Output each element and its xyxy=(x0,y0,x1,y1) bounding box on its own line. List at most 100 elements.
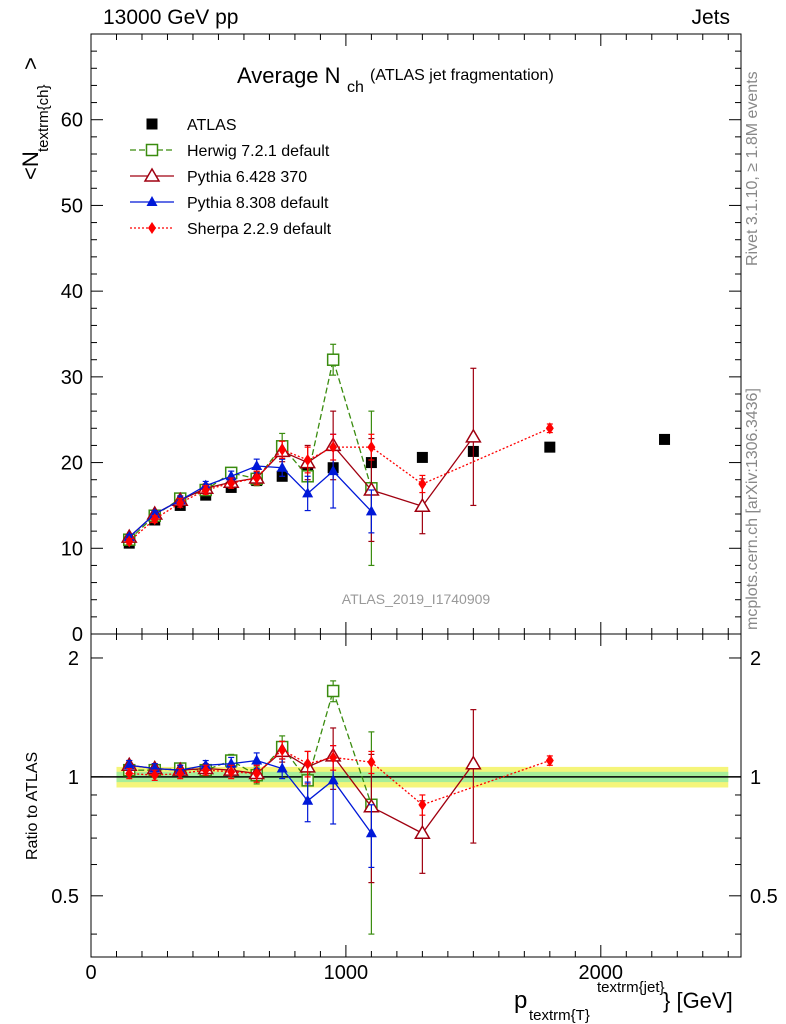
data-point xyxy=(176,496,185,509)
ratio-y-axis-label: Ratio to ATLAS xyxy=(24,752,41,860)
x-label-subscript: textrm{T} xyxy=(529,1007,590,1024)
ratio-series-0 xyxy=(122,680,378,935)
ratio-y-label-text: Ratio to ATLAS xyxy=(24,752,41,860)
ratio-data-point xyxy=(327,774,339,785)
series-4 xyxy=(125,422,554,548)
ratio-data-point xyxy=(414,824,431,840)
ratio-data-point xyxy=(465,755,482,770)
legend-marker xyxy=(143,167,161,182)
main-y-tick-label: 20 xyxy=(61,453,83,475)
data-point xyxy=(327,465,339,476)
ratio-data-point xyxy=(545,754,554,767)
data-point xyxy=(276,461,288,472)
x-label-superscript: textrm{jet} xyxy=(597,979,665,996)
ratio-data-point xyxy=(176,767,185,780)
legend-entry: Pythia 6.428 370 xyxy=(130,167,307,186)
legend-label: Herwig 7.2.1 default xyxy=(187,143,330,160)
data-point xyxy=(252,472,261,484)
ratio-data-point xyxy=(125,767,134,780)
ratio-data-point xyxy=(303,757,312,770)
plot-title-subscript: ch xyxy=(347,79,364,96)
series-1 xyxy=(122,343,378,567)
ratio-data-point xyxy=(276,762,288,773)
ratio-data-point xyxy=(418,798,427,811)
ratio-y-tick-label-right: 2 xyxy=(750,648,761,670)
ratio-data-point xyxy=(201,764,210,777)
plot-title-extra: (ATLAS jet fragmentation) xyxy=(370,67,554,84)
x-tick-label: 1000 xyxy=(324,962,369,984)
legend-marker xyxy=(146,196,158,206)
data-point xyxy=(414,497,431,513)
x-tick-label: 2000 xyxy=(579,962,624,984)
data-point xyxy=(303,454,312,466)
legend-entry: Herwig 7.2.1 default xyxy=(130,143,330,160)
ratio-data-point xyxy=(365,827,377,838)
data-point xyxy=(227,477,236,490)
ratio-data-point xyxy=(329,751,338,764)
analysis-id-label: ATLAS_2019_I1740909 xyxy=(342,591,491,607)
legend-label: Sherpa 2.2.9 default xyxy=(187,221,332,238)
legend: ATLAS Herwig 7.2.1 default Pythia 6.428 37… xyxy=(130,117,332,238)
legend-marker xyxy=(145,143,159,157)
series-line xyxy=(128,465,372,538)
main-panel: 0 10 20 30 40 50 60 xyxy=(61,33,742,646)
legend-marker xyxy=(148,222,156,234)
data-point xyxy=(150,513,159,526)
x-label-p: p xyxy=(514,987,527,1014)
data-point xyxy=(329,441,338,454)
ratio-data-point xyxy=(278,743,287,756)
data-point xyxy=(545,422,554,435)
ratio-data-point xyxy=(123,759,135,770)
data-point xyxy=(302,487,314,498)
main-y-label-close: > xyxy=(18,57,43,70)
legend-entry: Sherpa 2.2.9 default xyxy=(130,221,332,238)
legend-entry: ATLAS xyxy=(146,117,237,134)
data-point xyxy=(251,460,263,470)
ratio-series-line xyxy=(129,749,551,806)
legend-label: Pythia 8.308 default xyxy=(187,195,329,212)
data-point xyxy=(125,535,134,548)
data-point xyxy=(416,451,428,463)
x-tick-label: 0 xyxy=(85,962,96,984)
data-point xyxy=(201,484,210,496)
main-y-tick-label: 50 xyxy=(61,195,83,217)
data-point xyxy=(418,478,427,490)
ratio-data-point xyxy=(367,756,376,769)
ratio-data-point xyxy=(150,769,159,782)
data-point xyxy=(544,441,556,453)
main-y-axis-label: <N textrm{ch} > xyxy=(18,57,52,180)
ratio-data-point xyxy=(302,794,314,805)
main-y-tick-label: 10 xyxy=(61,538,83,560)
ratio-y-tick-label: 0.5 xyxy=(51,886,79,908)
data-point xyxy=(365,505,377,516)
ratio-panel: 0.5 0.5 1 1 2 2 0 1000 2000 xyxy=(51,633,778,984)
category-label: Jets xyxy=(691,6,730,29)
main-y-tick-label: 40 xyxy=(61,281,83,303)
ratio-data-point xyxy=(227,765,236,778)
ratio-y-tick-label-right: 1 xyxy=(750,767,761,789)
ratio-series-line xyxy=(129,688,373,805)
ratio-data-point xyxy=(251,754,263,765)
legend-entry: Pythia 8.308 default xyxy=(130,195,329,212)
data-point xyxy=(326,353,340,366)
legend-label: Pythia 6.428 370 xyxy=(187,169,307,186)
data-point xyxy=(465,428,482,443)
main-y-tick-label: 60 xyxy=(61,110,83,132)
data-point xyxy=(367,441,376,454)
ratio-y-tick-label: 2 xyxy=(68,648,79,670)
series-line xyxy=(128,427,551,542)
legend-label: ATLAS xyxy=(187,117,237,134)
ratio-series-line xyxy=(129,759,372,834)
x-axis-label: p textrm{T} textrm{jet} } [GeV] xyxy=(514,979,733,1024)
main-y-label-subscript: textrm{ch} xyxy=(35,84,52,152)
main-y-tick-label: 30 xyxy=(61,367,83,389)
main-y-tick-label: 0 xyxy=(72,624,83,646)
ratio-frame xyxy=(90,633,742,958)
ratio-data-point xyxy=(326,684,340,698)
legend-marker xyxy=(146,118,158,130)
data-point xyxy=(659,433,671,445)
data-point xyxy=(278,443,287,456)
collision-energy-label: 13000 GeV pp xyxy=(103,6,239,29)
ratio-series-1 xyxy=(120,709,482,884)
